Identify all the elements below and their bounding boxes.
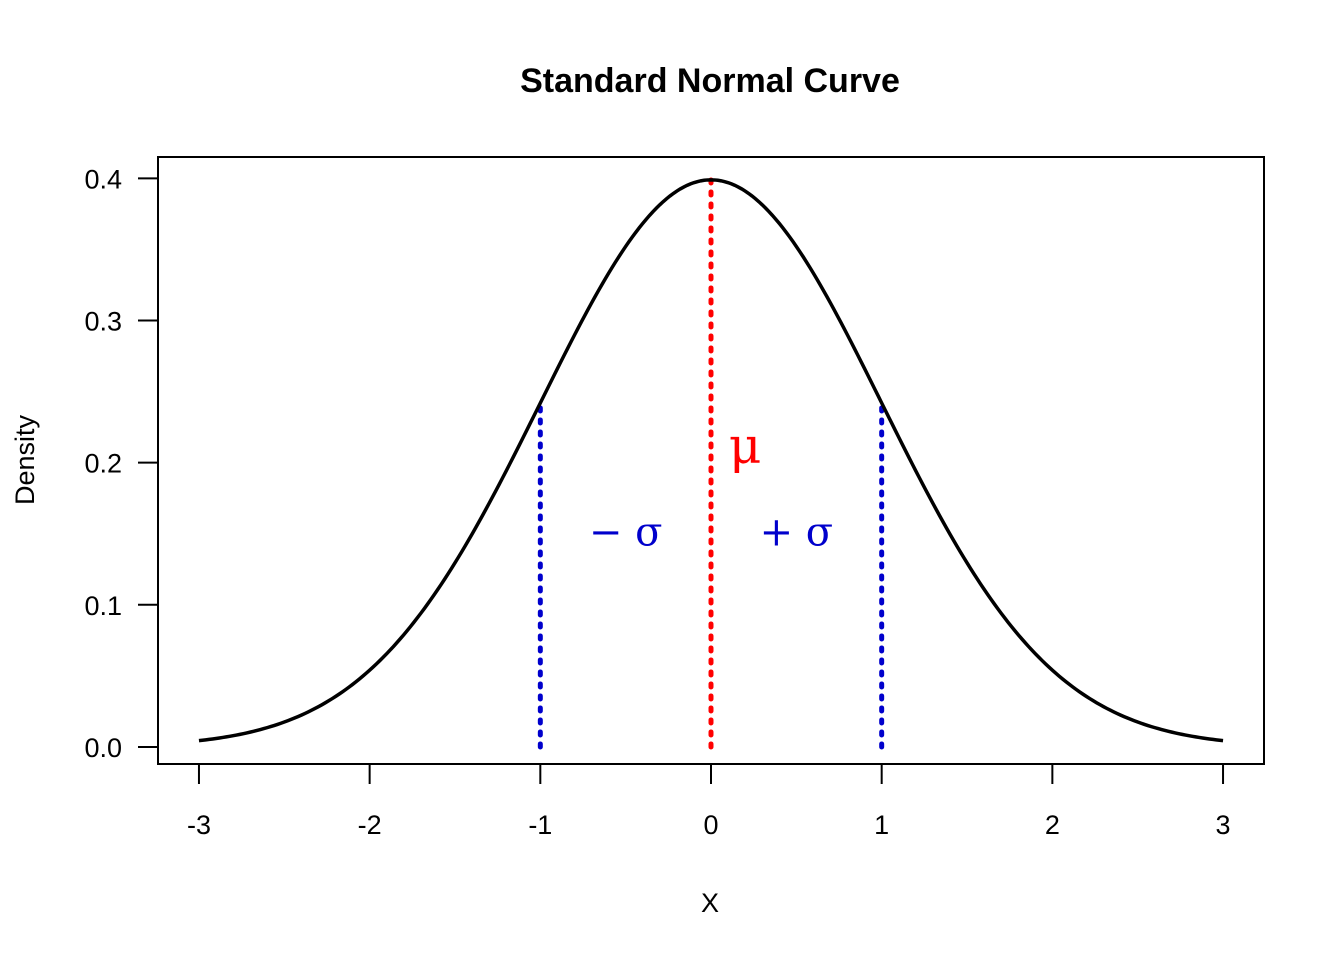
plus-sigma-annotation: + σ [760,510,834,556]
y-tick-label: 0.1 [84,591,122,621]
x-tick-label: -3 [187,810,211,840]
x-axis-label: X [701,888,719,918]
y-axis: 0.0 0.1 0.2 0.3 0.4 [84,164,159,763]
x-tick-label: -1 [528,810,552,840]
y-tick-label: 0.3 [84,306,122,336]
y-tick-label: 0.2 [84,449,122,479]
y-tick-label: 0.0 [84,733,122,763]
x-axis: -3 -2 -1 0 1 2 3 [187,763,1231,840]
density-curve-line [198,178,1224,743]
y-tick-label: 0.4 [84,164,122,194]
x-tick-label: -2 [358,810,382,840]
x-tick-label: 2 [1045,810,1060,840]
density-curves [198,178,1224,743]
x-tick-label: 3 [1216,810,1231,840]
reference-lines [537,177,885,750]
chart-title: Standard Normal Curve [520,62,900,100]
mu-annotation: μ [729,417,762,475]
y-axis-label: Density [10,414,40,505]
minus-sigma-annotation: − σ [589,510,663,556]
x-tick-label: 1 [874,810,889,840]
x-tick-label: 0 [703,810,718,840]
annotations: μ − σ + σ [589,417,833,556]
